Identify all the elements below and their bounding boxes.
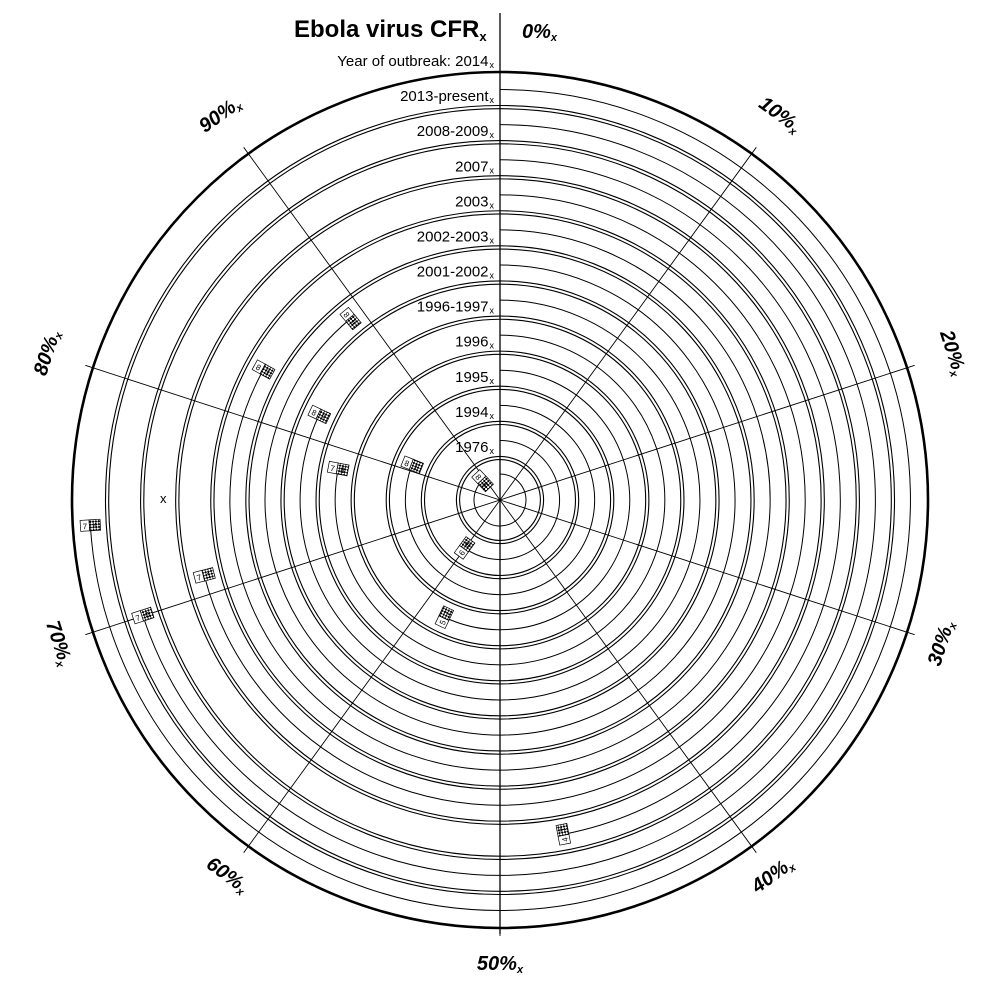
svg-text:x: x (160, 491, 167, 506)
svg-text:Ebola virus CFRx: Ebola virus CFRx (294, 16, 487, 44)
svg-text:1996-1997x: 1996-1997x (417, 299, 495, 316)
svg-text:50%x: 50%x (477, 953, 524, 976)
svg-text:Year of outbreak: 2014x: Year of outbreak: 2014x (337, 53, 494, 70)
svg-text:2013-presentx: 2013-presentx (400, 88, 494, 105)
svg-text:2008-2009x: 2008-2009x (417, 123, 495, 140)
svg-text:2002-2003x: 2002-2003x (417, 229, 495, 246)
svg-text:2001-2002x: 2001-2002x (417, 264, 495, 281)
